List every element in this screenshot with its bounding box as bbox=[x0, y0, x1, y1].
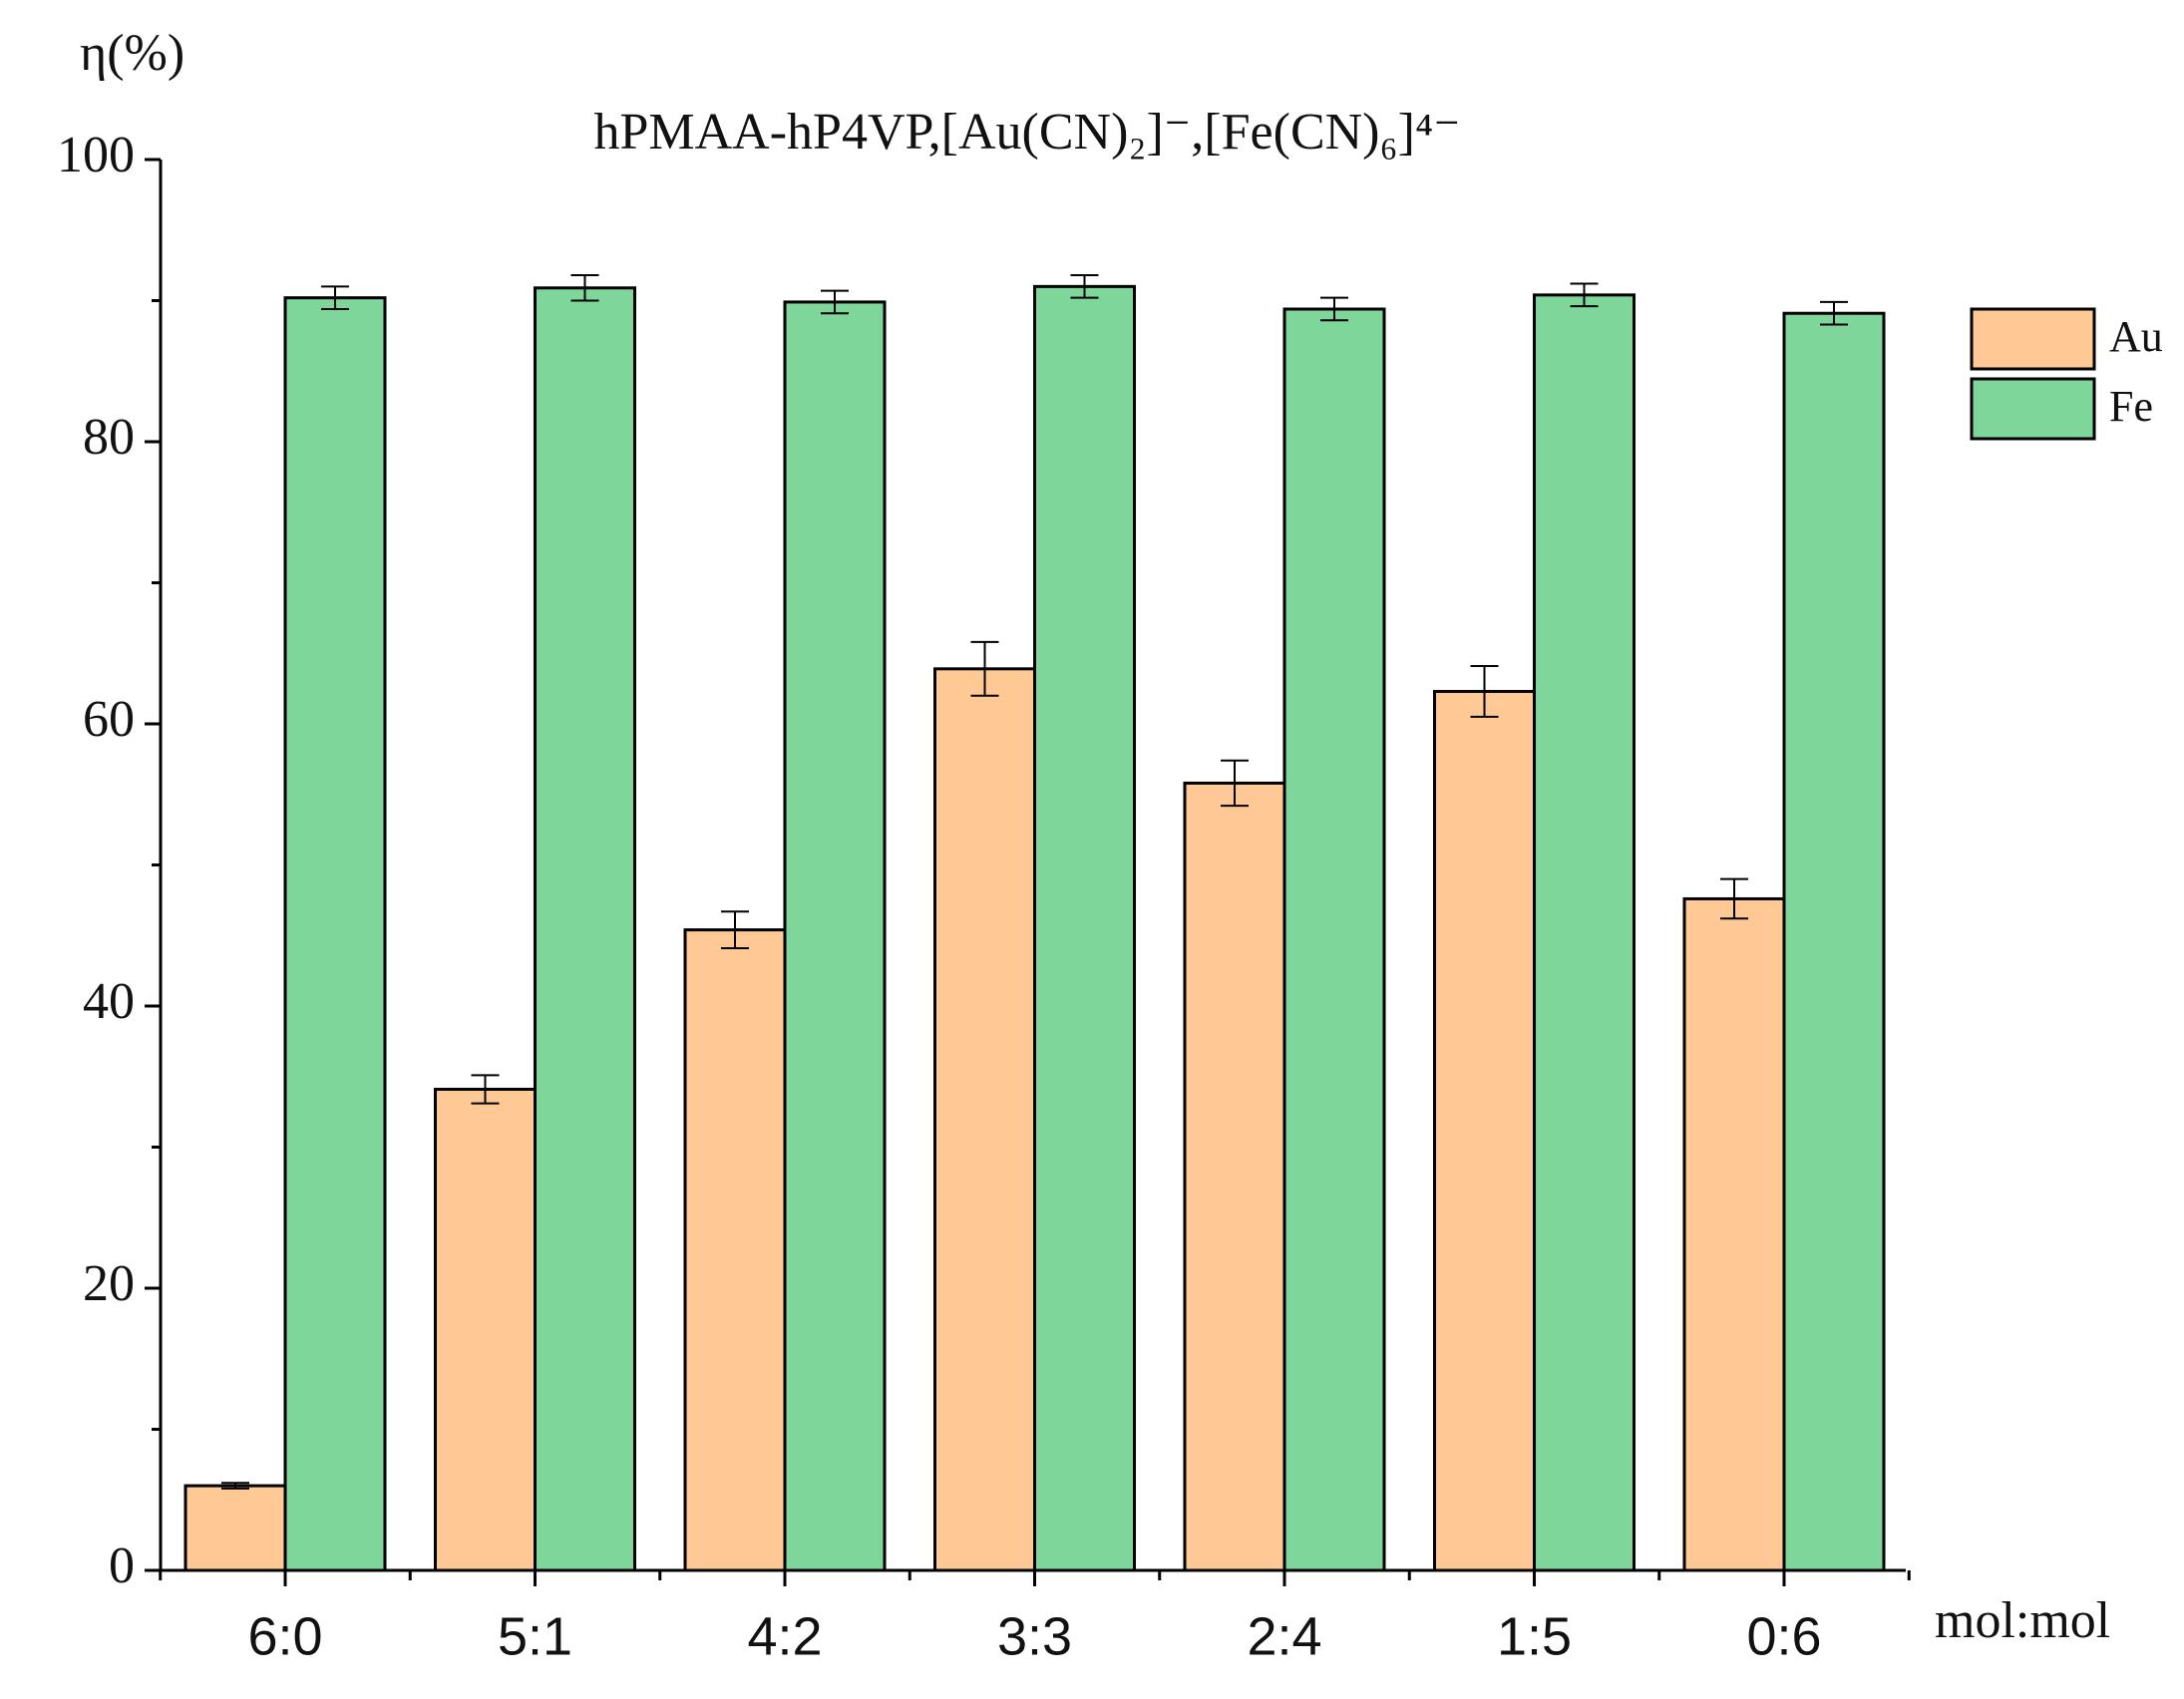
error-bar bbox=[1070, 274, 1099, 299]
legend-swatch bbox=[1970, 377, 2096, 441]
bar bbox=[783, 300, 887, 1572]
bar bbox=[1682, 896, 1786, 1572]
x-tick-label: 1:5 bbox=[1497, 1606, 1572, 1666]
y-tick-label: 100 bbox=[57, 127, 135, 183]
y-tick-label: 40 bbox=[83, 973, 135, 1030]
legend-swatch bbox=[1970, 307, 2096, 371]
bar bbox=[1183, 781, 1286, 1572]
bar bbox=[534, 286, 636, 1572]
bar bbox=[283, 296, 387, 1572]
legend-label: Fe bbox=[2109, 382, 2153, 431]
x-axis-label: mol:mol bbox=[1935, 1592, 2110, 1649]
bar bbox=[933, 667, 1036, 1572]
x-tick-label: 0:6 bbox=[1746, 1606, 1821, 1666]
error-bar bbox=[1720, 877, 1748, 920]
error-bar bbox=[321, 285, 349, 310]
x-tick-label: 4:2 bbox=[747, 1606, 822, 1666]
bar bbox=[1033, 284, 1136, 1572]
error-bar bbox=[970, 640, 999, 697]
bar bbox=[183, 1484, 287, 1572]
y-axis-label: η(%) bbox=[80, 25, 184, 82]
chart-title: hPMAA-hP4VP,[Au(CN)₂]⁻,[Fe(CN)₆]⁴⁻ bbox=[593, 104, 1460, 161]
bar bbox=[1533, 293, 1636, 1572]
x-tick-label: 5:1 bbox=[498, 1606, 572, 1666]
bar bbox=[1433, 689, 1536, 1572]
error-bar bbox=[1470, 664, 1499, 718]
bar bbox=[434, 1087, 537, 1572]
legend-label: Au bbox=[2109, 312, 2163, 361]
error-bar bbox=[721, 910, 749, 949]
y-tick-label: 20 bbox=[83, 1255, 135, 1312]
bar bbox=[1282, 307, 1386, 1572]
y-tick-label: 80 bbox=[83, 409, 135, 466]
error-bar bbox=[221, 1482, 249, 1490]
x-tick-label: 6:0 bbox=[247, 1606, 322, 1666]
x-tick-label: 3:3 bbox=[997, 1606, 1072, 1666]
error-bar bbox=[1820, 300, 1848, 326]
y-tick-label: 0 bbox=[109, 1537, 135, 1594]
y-tick-label: 60 bbox=[83, 691, 135, 748]
bar bbox=[1782, 311, 1886, 1572]
error-bar bbox=[1221, 759, 1249, 808]
error-bar bbox=[821, 289, 849, 315]
error-bar bbox=[1320, 296, 1348, 322]
error-bar bbox=[570, 274, 599, 302]
bar bbox=[683, 928, 787, 1572]
x-tick-label: 2:4 bbox=[1247, 1606, 1321, 1666]
error-bar bbox=[1570, 282, 1599, 308]
error-bar bbox=[471, 1074, 500, 1105]
